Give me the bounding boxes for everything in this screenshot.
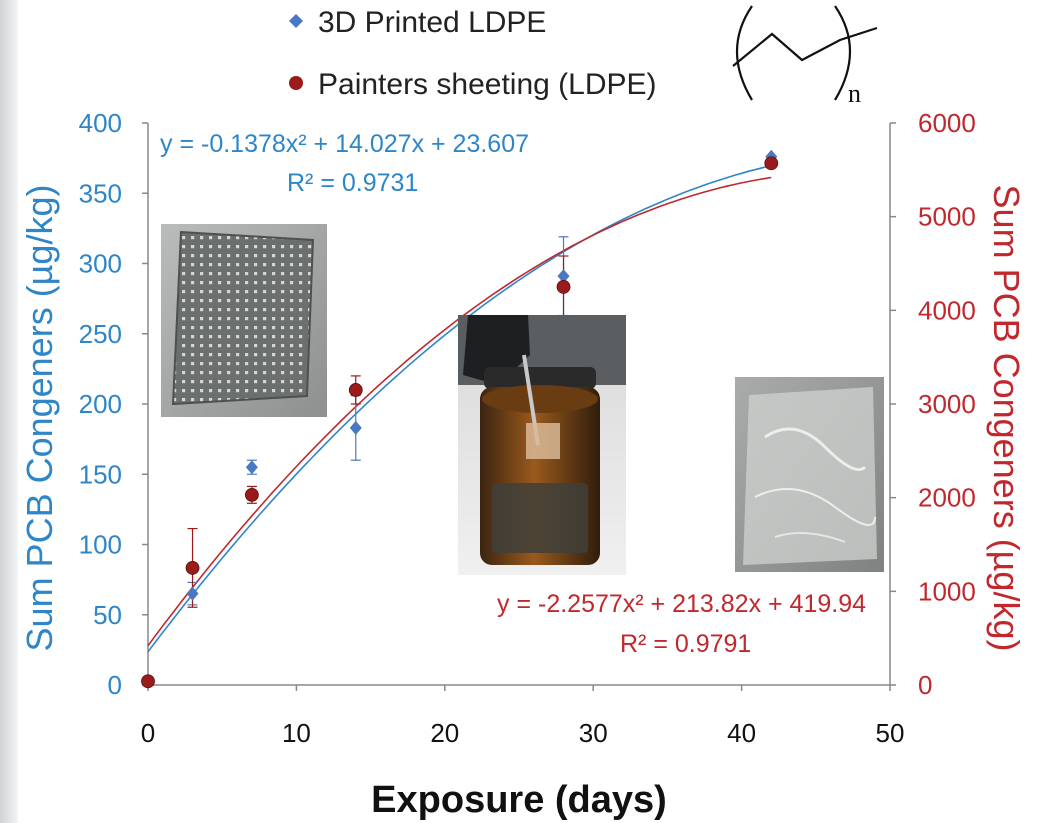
left-y-tick-label: 350 — [79, 178, 122, 208]
data-point-painters-sheeting — [141, 674, 155, 689]
right-y-tick-label: 0 — [918, 670, 932, 700]
left-y-tick-label: 250 — [79, 319, 122, 349]
x-axis-label: Exposure (days) — [371, 779, 667, 821]
polymer-subscript: n — [848, 79, 861, 108]
right-y-axis-label: Sum PCB Congeners (µg/kg) — [986, 185, 1027, 652]
photo-amber-sample-jar — [458, 315, 626, 575]
trendline-r2-3d-printed: R² = 0.9731 — [287, 169, 418, 197]
left-y-axis-label: Sum PCB Congeners (µg/kg) — [19, 185, 60, 652]
data-point-painters-sheeting — [185, 561, 200, 575]
trendline-r2-painters-sheeting: R² = 0.9791 — [620, 630, 751, 658]
legend: 3D Printed LDPE Painters sheeting (LDPE) — [289, 6, 657, 101]
x-ticks: 0 10 20 30 40 50 — [141, 685, 905, 748]
data-point-painters-sheeting — [244, 487, 259, 502]
left-y-tick-label: 200 — [79, 389, 122, 419]
polyethylene-structure-icon: n — [732, 5, 878, 108]
x-tick-label: 30 — [579, 718, 608, 748]
legend-label-3d-printed: 3D Printed LDPE — [318, 6, 546, 39]
right-y-tick-label: 1000 — [918, 576, 976, 606]
left-edge-shadow — [0, 0, 18, 823]
x-tick-label: 20 — [430, 718, 459, 748]
x-tick-label: 40 — [727, 718, 756, 748]
data-point-painters-sheeting — [764, 156, 779, 171]
data-point-3d-printed — [186, 586, 199, 601]
photo-painters-sheeting — [735, 377, 884, 572]
right-y-tick-label: 3000 — [918, 389, 976, 419]
right-y-tick-label: 2000 — [918, 483, 976, 513]
legend-marker-painters-sheeting — [289, 76, 303, 90]
trendline-equation-painters-sheeting: y = -2.2577x² + 213.82x + 419.94 — [497, 590, 866, 618]
left-y-tick-label: 0 — [108, 670, 122, 700]
data-points — [141, 149, 779, 690]
x-tick-label: 0 — [141, 718, 155, 748]
data-point-painters-sheeting — [348, 383, 363, 397]
trendline-equation-3d-printed: y = -0.1378x² + 14.027x + 23.607 — [160, 130, 529, 158]
data-point-3d-printed — [349, 420, 362, 435]
left-y-tick-label: 300 — [79, 249, 122, 279]
data-point-3d-printed — [557, 269, 570, 284]
x-tick-label: 50 — [876, 718, 905, 748]
left-y-ticks: 0 50 100 150 200 250 300 350 400 — [79, 108, 148, 700]
right-y-tick-label: 5000 — [918, 202, 976, 232]
left-y-tick-label: 400 — [79, 108, 122, 138]
data-point-3d-printed — [245, 460, 258, 475]
left-y-tick-label: 100 — [79, 530, 122, 560]
legend-marker-3d-printed — [289, 14, 303, 28]
left-y-tick-label: 150 — [79, 459, 122, 489]
right-y-ticks: 0 1000 2000 3000 4000 5000 6000 — [890, 108, 976, 700]
legend-label-painters-sheeting: Painters sheeting (LDPE) — [318, 68, 657, 101]
right-y-tick-label: 4000 — [918, 295, 976, 325]
x-tick-label: 10 — [282, 718, 311, 748]
left-y-tick-label: 50 — [93, 600, 122, 630]
right-y-tick-label: 6000 — [918, 108, 976, 138]
data-point-painters-sheeting — [556, 280, 571, 294]
photo-3d-printed-ldpe-grid — [161, 224, 327, 417]
